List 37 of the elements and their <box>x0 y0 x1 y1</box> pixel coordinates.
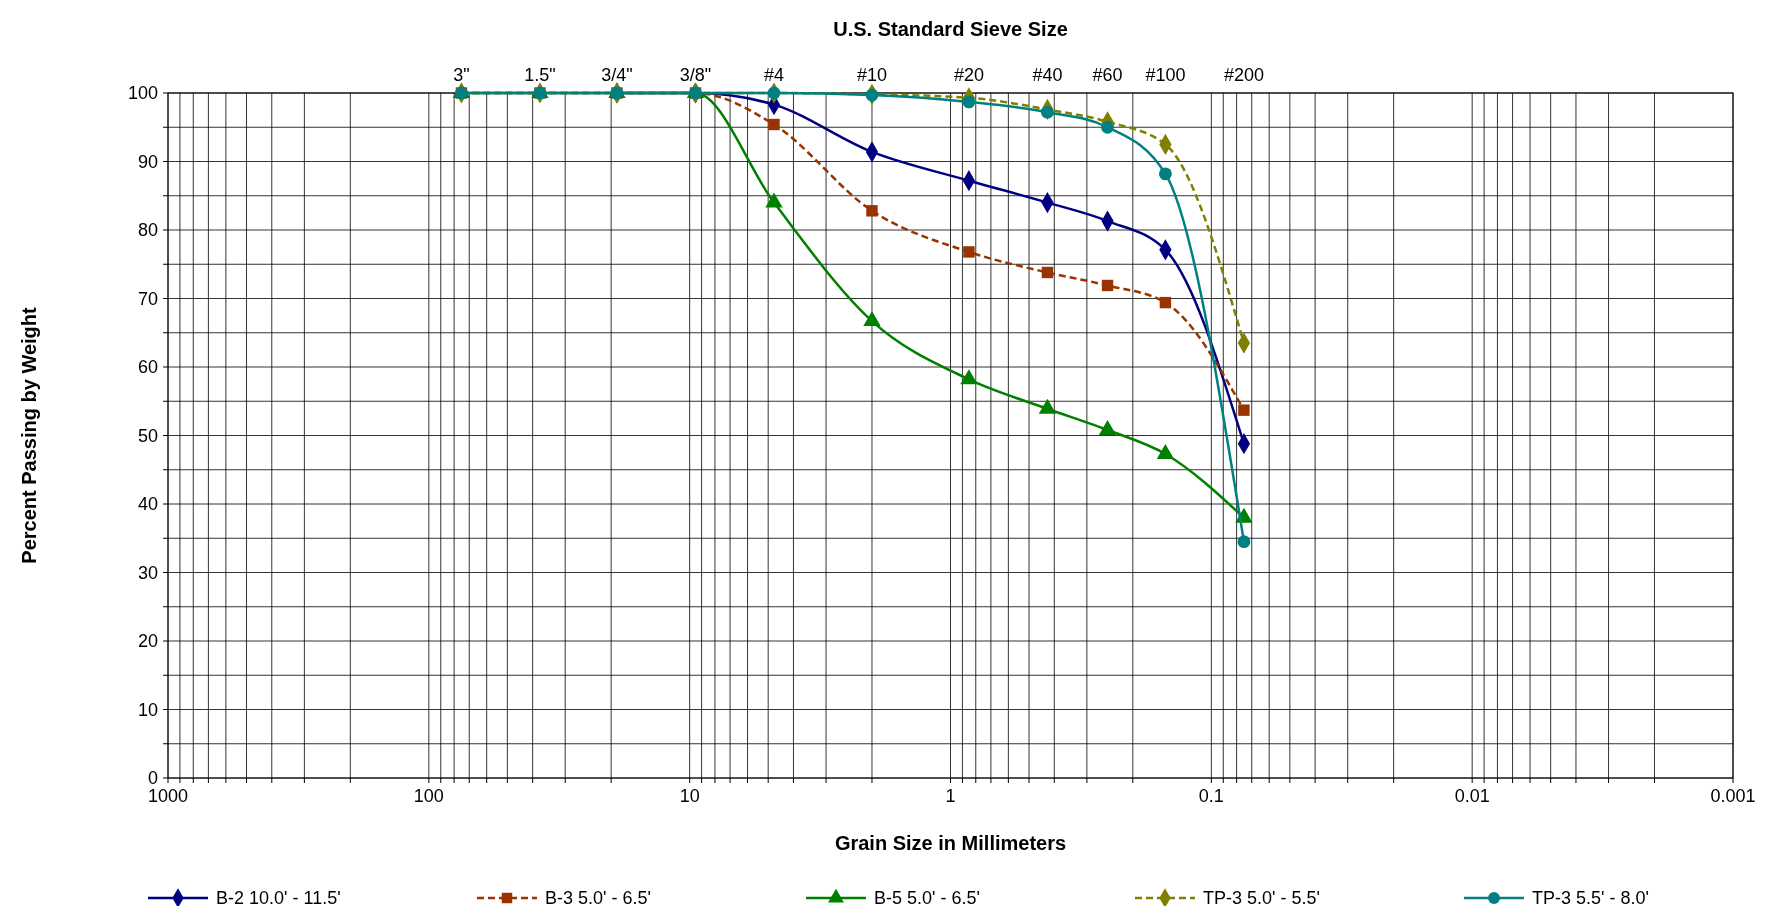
text: #100 <box>1145 65 1186 85</box>
legend-label: TP-3 5.5' - 8.0' <box>1532 888 1649 908</box>
legend-label: B-5 5.0' - 6.5' <box>874 888 980 908</box>
y-tick-label: 60 <box>137 357 158 377</box>
x-tick-label: 1 <box>945 786 956 806</box>
x-tick-label: 10 <box>679 786 700 806</box>
x-tick-label: 0.1 <box>1198 786 1224 806</box>
text: #20 <box>953 65 984 85</box>
legend-label: B-3 5.0' - 6.5' <box>545 888 651 908</box>
x-tick-label: 0.01 <box>1454 786 1490 806</box>
text: 1.5" <box>524 65 556 85</box>
y-tick-label: 70 <box>137 288 158 309</box>
y-axis-title: Percent Passing by Weight <box>18 306 40 564</box>
x-tick-label: 100 <box>413 786 444 806</box>
y-tick-label: 40 <box>137 494 158 514</box>
y-tick-label: 0 <box>147 768 158 788</box>
text: #4 <box>763 65 785 85</box>
y-tick-label: 10 <box>137 699 158 720</box>
text: #10 <box>856 65 887 85</box>
x2-axis-title: U.S. Standard Sieve Size <box>833 18 1068 40</box>
y-tick-label: 20 <box>137 631 158 651</box>
x-tick-label: 1000 <box>147 786 189 806</box>
legend-label: B-2 10.0' - 11.5' <box>216 888 341 908</box>
y-tick-label: 50 <box>137 425 158 446</box>
text: #40 <box>1032 65 1063 85</box>
y-tick-label: 90 <box>137 151 158 172</box>
text: #60 <box>1092 65 1123 85</box>
y-tick-label: 80 <box>137 220 158 240</box>
text: #200 <box>1223 65 1264 85</box>
y-tick-label: 100 <box>127 83 158 103</box>
y-tick-label: 30 <box>137 562 158 583</box>
x-tick-label: 0.001 <box>1710 786 1756 806</box>
legend-label: TP-3 5.0' - 5.5' <box>1203 888 1320 908</box>
x-axis-title: Grain Size in Millimeters <box>834 832 1067 854</box>
text: 3/4" <box>601 65 633 85</box>
text: 3" <box>453 65 470 85</box>
text: 3/8" <box>679 65 712 85</box>
